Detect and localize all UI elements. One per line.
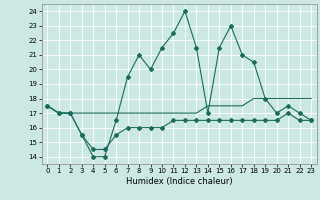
X-axis label: Humidex (Indice chaleur): Humidex (Indice chaleur) (126, 177, 233, 186)
